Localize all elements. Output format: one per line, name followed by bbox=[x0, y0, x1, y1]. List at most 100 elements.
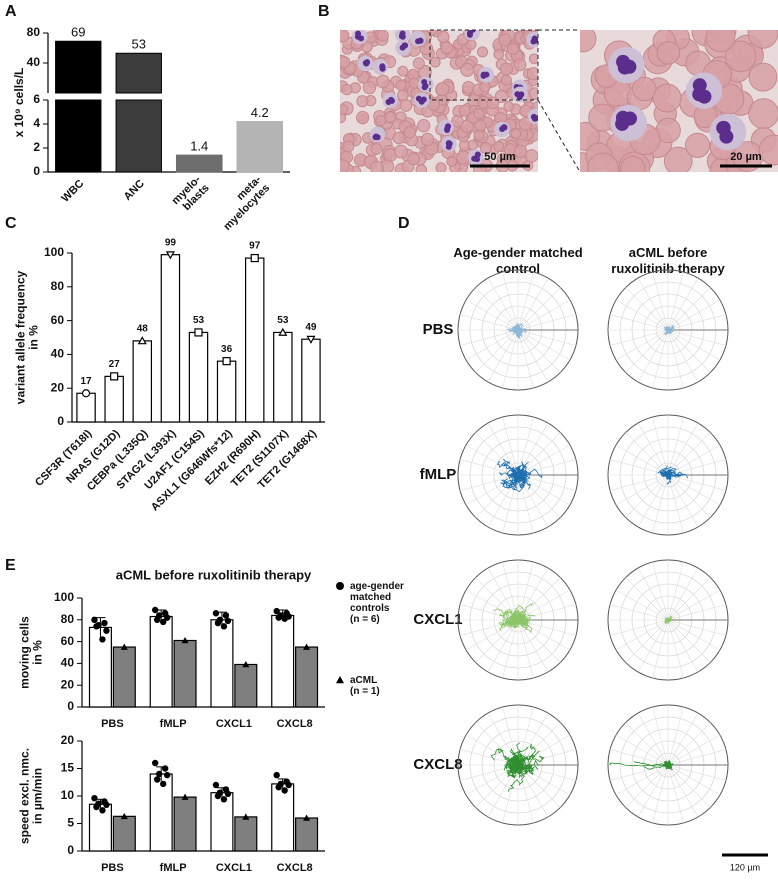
polar-spoke bbox=[459, 749, 519, 766]
polar-spoke bbox=[459, 604, 519, 621]
polar-spoke bbox=[625, 764, 669, 808]
bar bbox=[188, 331, 209, 423]
red-cell bbox=[506, 42, 520, 55]
red-cell bbox=[503, 101, 515, 112]
point bbox=[275, 784, 282, 791]
polar-spoke bbox=[667, 577, 711, 621]
scale-label: 50 µm bbox=[484, 151, 516, 163]
marker bbox=[278, 327, 288, 336]
red-cell bbox=[705, 30, 736, 53]
column-header: aCML before ruxolitinib therapy bbox=[611, 245, 725, 276]
polar-plot bbox=[607, 559, 729, 681]
row-label: CXCL1 bbox=[413, 611, 462, 628]
marker bbox=[137, 336, 147, 345]
polar-spoke bbox=[667, 459, 727, 476]
marker bbox=[222, 357, 231, 366]
value-label: 99 bbox=[165, 237, 177, 248]
point bbox=[99, 636, 106, 643]
polar-spoke bbox=[667, 619, 727, 636]
polar-spoke bbox=[652, 706, 669, 766]
red-cell bbox=[446, 156, 458, 167]
bar bbox=[216, 360, 237, 423]
polar-spoke bbox=[667, 604, 727, 621]
polar-spoke bbox=[517, 416, 534, 476]
row-label: CXCL8 bbox=[413, 756, 462, 773]
red-cell bbox=[632, 76, 657, 102]
track bbox=[664, 326, 670, 333]
red-cell bbox=[451, 114, 464, 128]
polar-spoke bbox=[667, 764, 684, 824]
polar-spoke bbox=[502, 619, 519, 679]
row-label: fMLP bbox=[420, 466, 457, 483]
bar bbox=[295, 817, 319, 852]
polar-spoke bbox=[465, 329, 519, 361]
point bbox=[163, 771, 171, 779]
polar-spoke bbox=[502, 329, 519, 389]
point bbox=[285, 781, 292, 789]
x-tick-label: CXCL1 bbox=[216, 862, 252, 874]
polar-spoke bbox=[517, 314, 577, 331]
red-cell bbox=[493, 48, 505, 60]
polar-spoke bbox=[667, 619, 721, 651]
point bbox=[161, 765, 169, 772]
bar bbox=[149, 615, 173, 708]
polar-spoke bbox=[652, 764, 669, 824]
value-label: 53 bbox=[132, 37, 146, 52]
polar-spoke bbox=[625, 577, 669, 621]
track bbox=[507, 619, 519, 626]
polar-spoke bbox=[475, 722, 519, 766]
point bbox=[103, 801, 110, 808]
track bbox=[516, 753, 545, 772]
red-cell bbox=[518, 117, 533, 131]
polar-spoke bbox=[517, 277, 549, 331]
track bbox=[516, 616, 530, 626]
nucleus bbox=[480, 71, 487, 78]
track bbox=[507, 328, 518, 332]
polar-spoke bbox=[667, 474, 721, 506]
red-cell bbox=[685, 132, 711, 158]
red-cell bbox=[528, 53, 538, 65]
y-axis-label: variant allele frequencyin % bbox=[14, 270, 41, 404]
polar-spoke bbox=[487, 619, 519, 673]
panel-letter: D bbox=[398, 215, 410, 232]
y-tick-label: 100 bbox=[54, 590, 74, 604]
marker bbox=[303, 814, 311, 821]
red-cell bbox=[403, 126, 417, 139]
nucleus bbox=[358, 35, 365, 42]
point bbox=[275, 614, 282, 621]
nucleus bbox=[622, 111, 637, 126]
red-cell bbox=[456, 150, 471, 165]
y-tick-label: 10 bbox=[61, 788, 75, 802]
polar-spoke bbox=[625, 329, 669, 373]
red-cell bbox=[524, 149, 538, 163]
nucleus bbox=[444, 125, 451, 132]
polar-spoke bbox=[517, 749, 577, 766]
scale-label: 20 µm bbox=[730, 151, 762, 163]
bar bbox=[236, 120, 284, 173]
y-tick-label: 60 bbox=[51, 313, 65, 327]
panel-letter: E bbox=[5, 557, 16, 574]
polar-spoke bbox=[609, 619, 669, 636]
polar-spoke bbox=[625, 722, 669, 766]
nucleus bbox=[516, 94, 523, 101]
point bbox=[159, 780, 167, 788]
polar-spoke bbox=[459, 314, 519, 331]
marker bbox=[242, 813, 250, 820]
nucleus bbox=[399, 33, 406, 40]
red-cell bbox=[479, 81, 491, 93]
red-cell bbox=[420, 132, 435, 147]
zoom-box bbox=[429, 29, 539, 101]
red-cell bbox=[427, 98, 440, 111]
bar-lower bbox=[115, 99, 162, 173]
polar-spoke bbox=[475, 329, 519, 373]
red-cell bbox=[412, 57, 425, 70]
x-tick-label: fMLP bbox=[160, 862, 187, 874]
red-cell bbox=[456, 33, 469, 46]
legend-marker bbox=[336, 676, 344, 684]
red-cell bbox=[724, 40, 757, 73]
nucleus bbox=[719, 129, 734, 144]
red-cell bbox=[435, 82, 450, 97]
y-tick-label: 2 bbox=[33, 140, 40, 154]
polar-plot bbox=[607, 704, 729, 826]
red-cell bbox=[342, 140, 355, 153]
